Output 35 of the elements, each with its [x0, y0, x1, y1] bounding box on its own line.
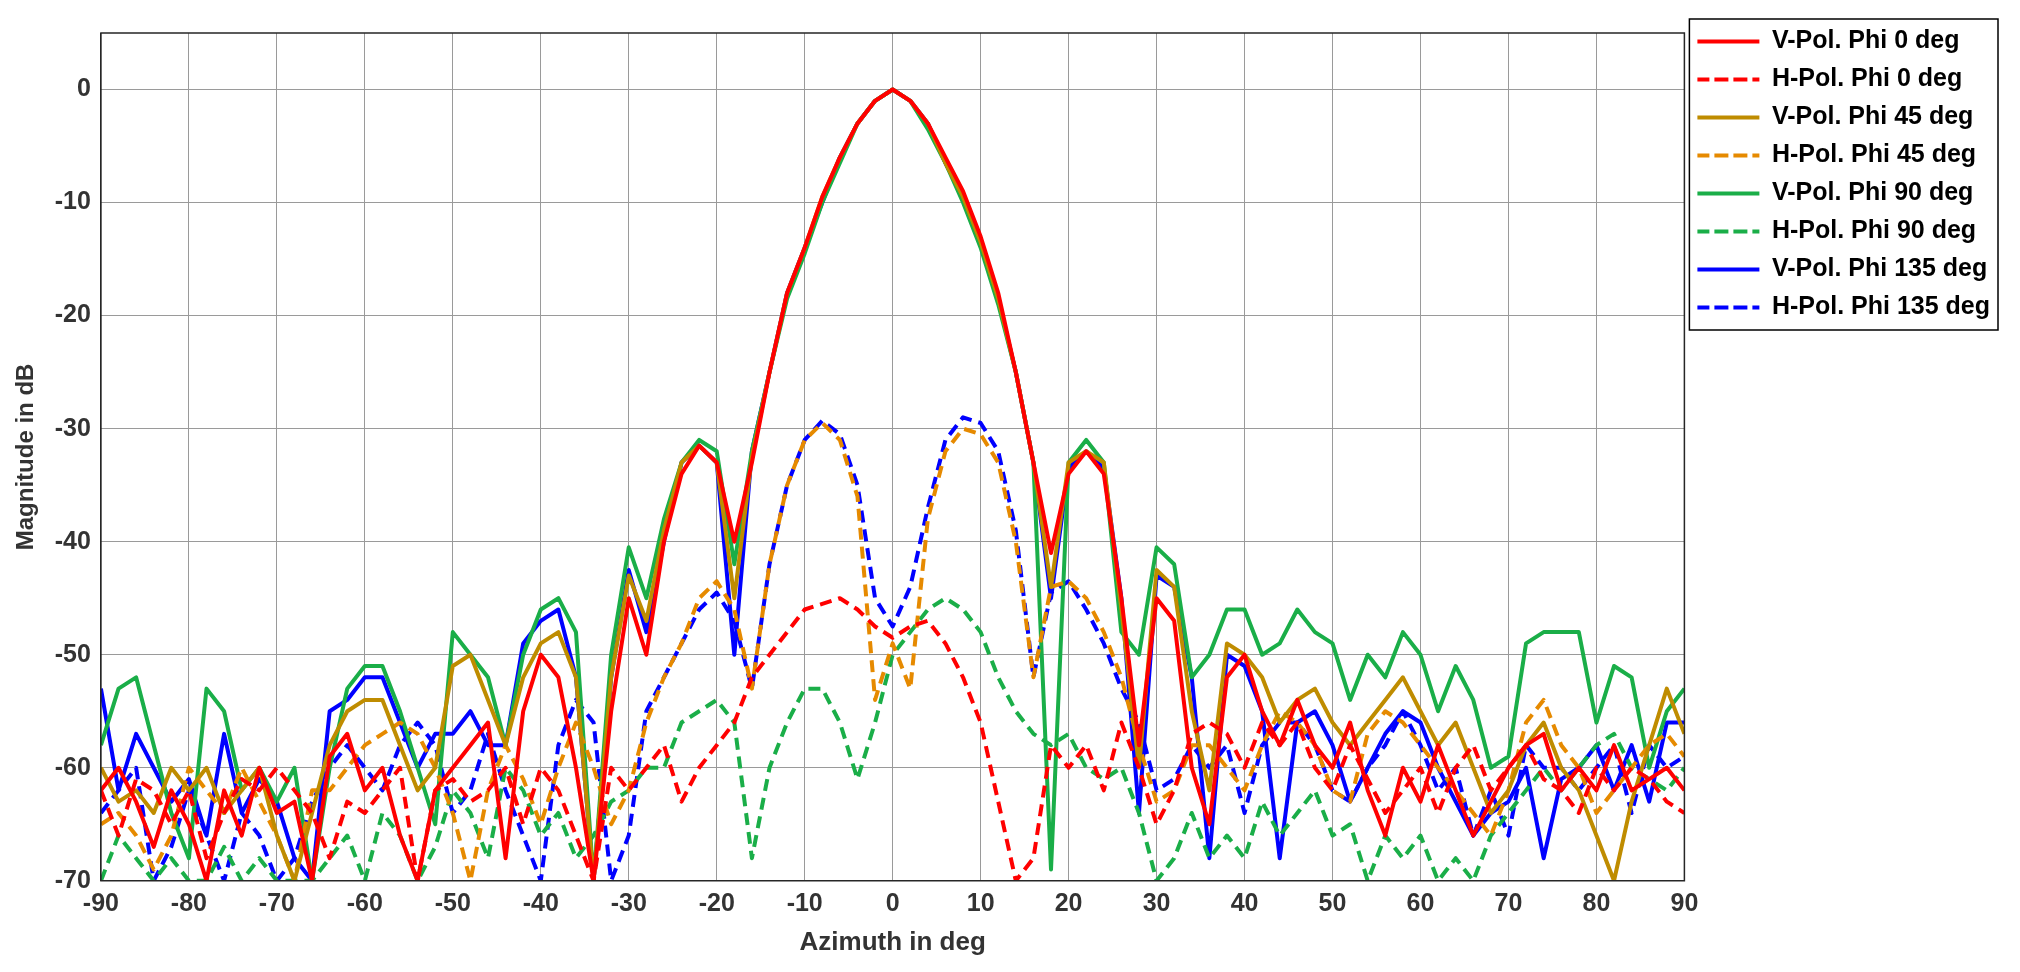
y-tick-label: -50 [54, 638, 91, 667]
x-tick-label: 20 [1054, 887, 1083, 916]
y-tick-label: -30 [54, 412, 91, 441]
x-tick-label: -30 [610, 887, 647, 916]
y-tick-label: 0 [77, 73, 91, 102]
legend-label: H-Pol. Phi 90 deg [1771, 215, 1977, 244]
y-tick-label: -10 [54, 186, 91, 215]
y-tick-label: -60 [54, 751, 91, 780]
x-tick-label: -10 [786, 887, 823, 916]
x-tick-label: -40 [522, 887, 559, 916]
x-tick-label: -50 [434, 887, 471, 916]
x-tick-label: 30 [1142, 887, 1171, 916]
x-tick-label: -80 [170, 887, 207, 916]
legend-label: V-Pol. Phi 135 deg [1771, 253, 1988, 282]
legend-label: V-Pol. Phi 90 deg [1771, 177, 1974, 206]
x-tick-label: 10 [966, 887, 995, 916]
x-tick-label: 50 [1318, 887, 1347, 916]
x-tick-label: 0 [885, 887, 900, 916]
legend-label: V-Pol. Phi 0 deg [1771, 25, 1960, 54]
x-tick-label: 70 [1494, 887, 1523, 916]
x-tick-label: -20 [698, 887, 735, 916]
x-tick-label: 80 [1582, 887, 1611, 916]
x-tick-label: 40 [1230, 887, 1259, 916]
legend-label: H-Pol. Phi 0 deg [1771, 63, 1963, 92]
y-axis-title: Magnitude in dB [11, 363, 39, 551]
x-tick-label: -60 [346, 887, 383, 916]
x-tick-label: -70 [258, 887, 295, 916]
x-tick-label: 90 [1670, 887, 1699, 916]
y-tick-label: -20 [54, 299, 91, 328]
legend-label: V-Pol. Phi 45 deg [1771, 101, 1974, 130]
legend-label: H-Pol. Phi 45 deg [1771, 139, 1977, 168]
x-tick-label: 60 [1406, 887, 1435, 916]
x-axis-title: Azimuth in deg [799, 925, 986, 956]
y-tick-label: -40 [54, 525, 91, 554]
legend-label: H-Pol. Phi 135 deg [1771, 291, 1991, 320]
